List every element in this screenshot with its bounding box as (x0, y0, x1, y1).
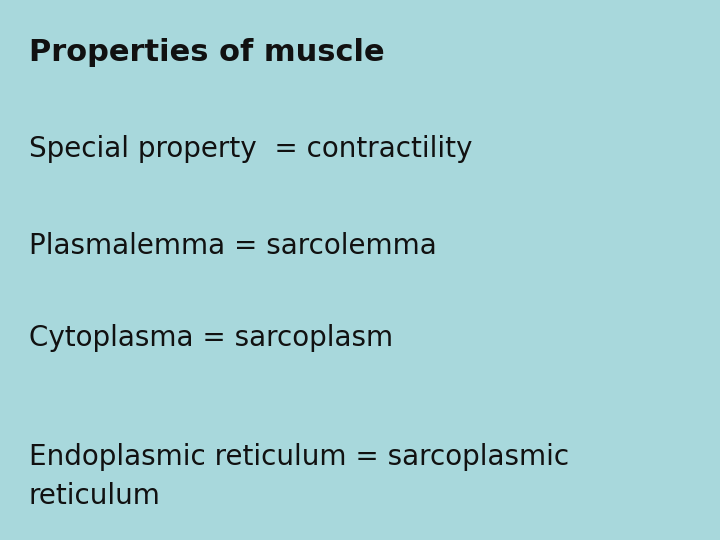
Text: Properties of muscle: Properties of muscle (29, 38, 384, 67)
Text: Plasmalemma = sarcolemma: Plasmalemma = sarcolemma (29, 232, 436, 260)
Text: Special property  = contractility: Special property = contractility (29, 135, 472, 163)
Text: Cytoplasma = sarcoplasm: Cytoplasma = sarcoplasm (29, 324, 393, 352)
Text: Endoplasmic reticulum = sarcoplasmic
reticulum: Endoplasmic reticulum = sarcoplasmic ret… (29, 443, 569, 510)
